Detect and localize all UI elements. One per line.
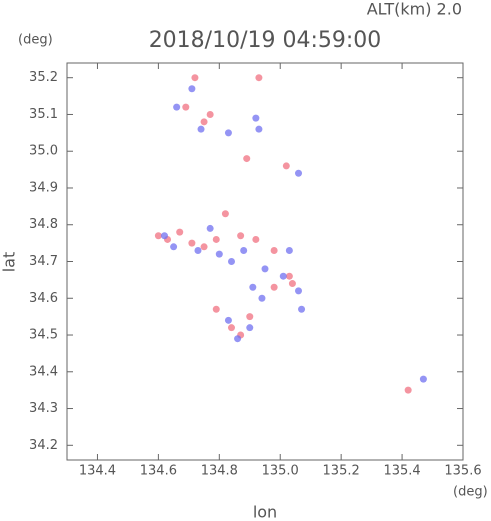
echo-point [237,232,245,240]
echo-point [243,155,251,163]
echo-point [298,305,306,313]
x-tick-label: 135.0 [262,464,299,479]
echo-point [246,313,254,321]
y-tick-label: 34.8 [29,217,58,232]
plot-frame [66,62,464,461]
y-tick-label: 34.7 [29,254,58,269]
echo-point [249,283,257,291]
echo-point [197,125,205,133]
echo-point [404,386,412,394]
echo-point [173,103,181,111]
y-tick-label: 34.9 [29,180,58,195]
echo-point [295,287,303,295]
echo-point [206,110,214,118]
y-tick-label: 34.5 [29,328,58,343]
echo-point [282,162,290,170]
subtitle: ALT(km) 2.0 [367,0,462,19]
echo-point [227,324,235,332]
echo-point [170,243,178,251]
y-tick-label: 35.1 [29,107,58,122]
x-axis-label: lon [253,503,277,521]
y-axis-label: lat [0,252,19,273]
echo-point [176,228,184,236]
echo-point [285,272,293,280]
echo-point [270,246,278,254]
y-tick-label: 35.0 [29,144,58,159]
echo-point [221,210,229,218]
echo-point [240,246,248,254]
echo-point [212,305,220,313]
x-tick-label: 135.6 [444,464,481,479]
echo-point [154,232,162,240]
echo-point [227,258,235,265]
echo-point [419,375,427,383]
echo-point [279,272,287,280]
echo-point [206,224,214,232]
echo-point [188,239,196,247]
echo-point [270,283,278,291]
echo-point [261,265,269,273]
echo-point [285,246,293,254]
echo-point [252,114,260,122]
echo-point [188,85,196,93]
echo-point [194,246,202,254]
y-tick-label: 34.6 [29,291,58,306]
echo-point [160,232,168,240]
echo-point [252,235,260,243]
x-tick-label: 135.4 [383,464,420,479]
echo-point [224,129,232,137]
echo-point [215,250,223,258]
echo-point [295,169,303,177]
x-tick-label: 134.6 [140,464,177,479]
x-tick-label: 134.4 [79,464,116,479]
x-tick-label: 134.8 [201,464,238,479]
echo-point [258,294,266,302]
y-unit: (deg) [18,33,53,48]
y-tick-label: 34.3 [29,401,58,416]
x-unit: (deg) [453,485,488,500]
chart-title: 2018/10/19 04:59:00 [149,28,382,53]
echo-point [288,280,296,288]
y-tick-label: 35.2 [29,70,58,85]
echo-point [182,103,190,111]
y-tick-label: 34.2 [29,438,58,453]
echo-point [212,235,220,243]
y-tick-label: 34.4 [29,364,58,379]
echo-point [246,324,254,332]
echo-point [224,316,232,324]
echo-point [234,335,242,343]
echo-point [200,243,208,251]
echo-point [255,74,263,82]
echo-point [200,118,208,126]
x-tick-label: 135.2 [323,464,360,479]
echo-point [191,74,199,82]
echo-point [255,125,263,133]
